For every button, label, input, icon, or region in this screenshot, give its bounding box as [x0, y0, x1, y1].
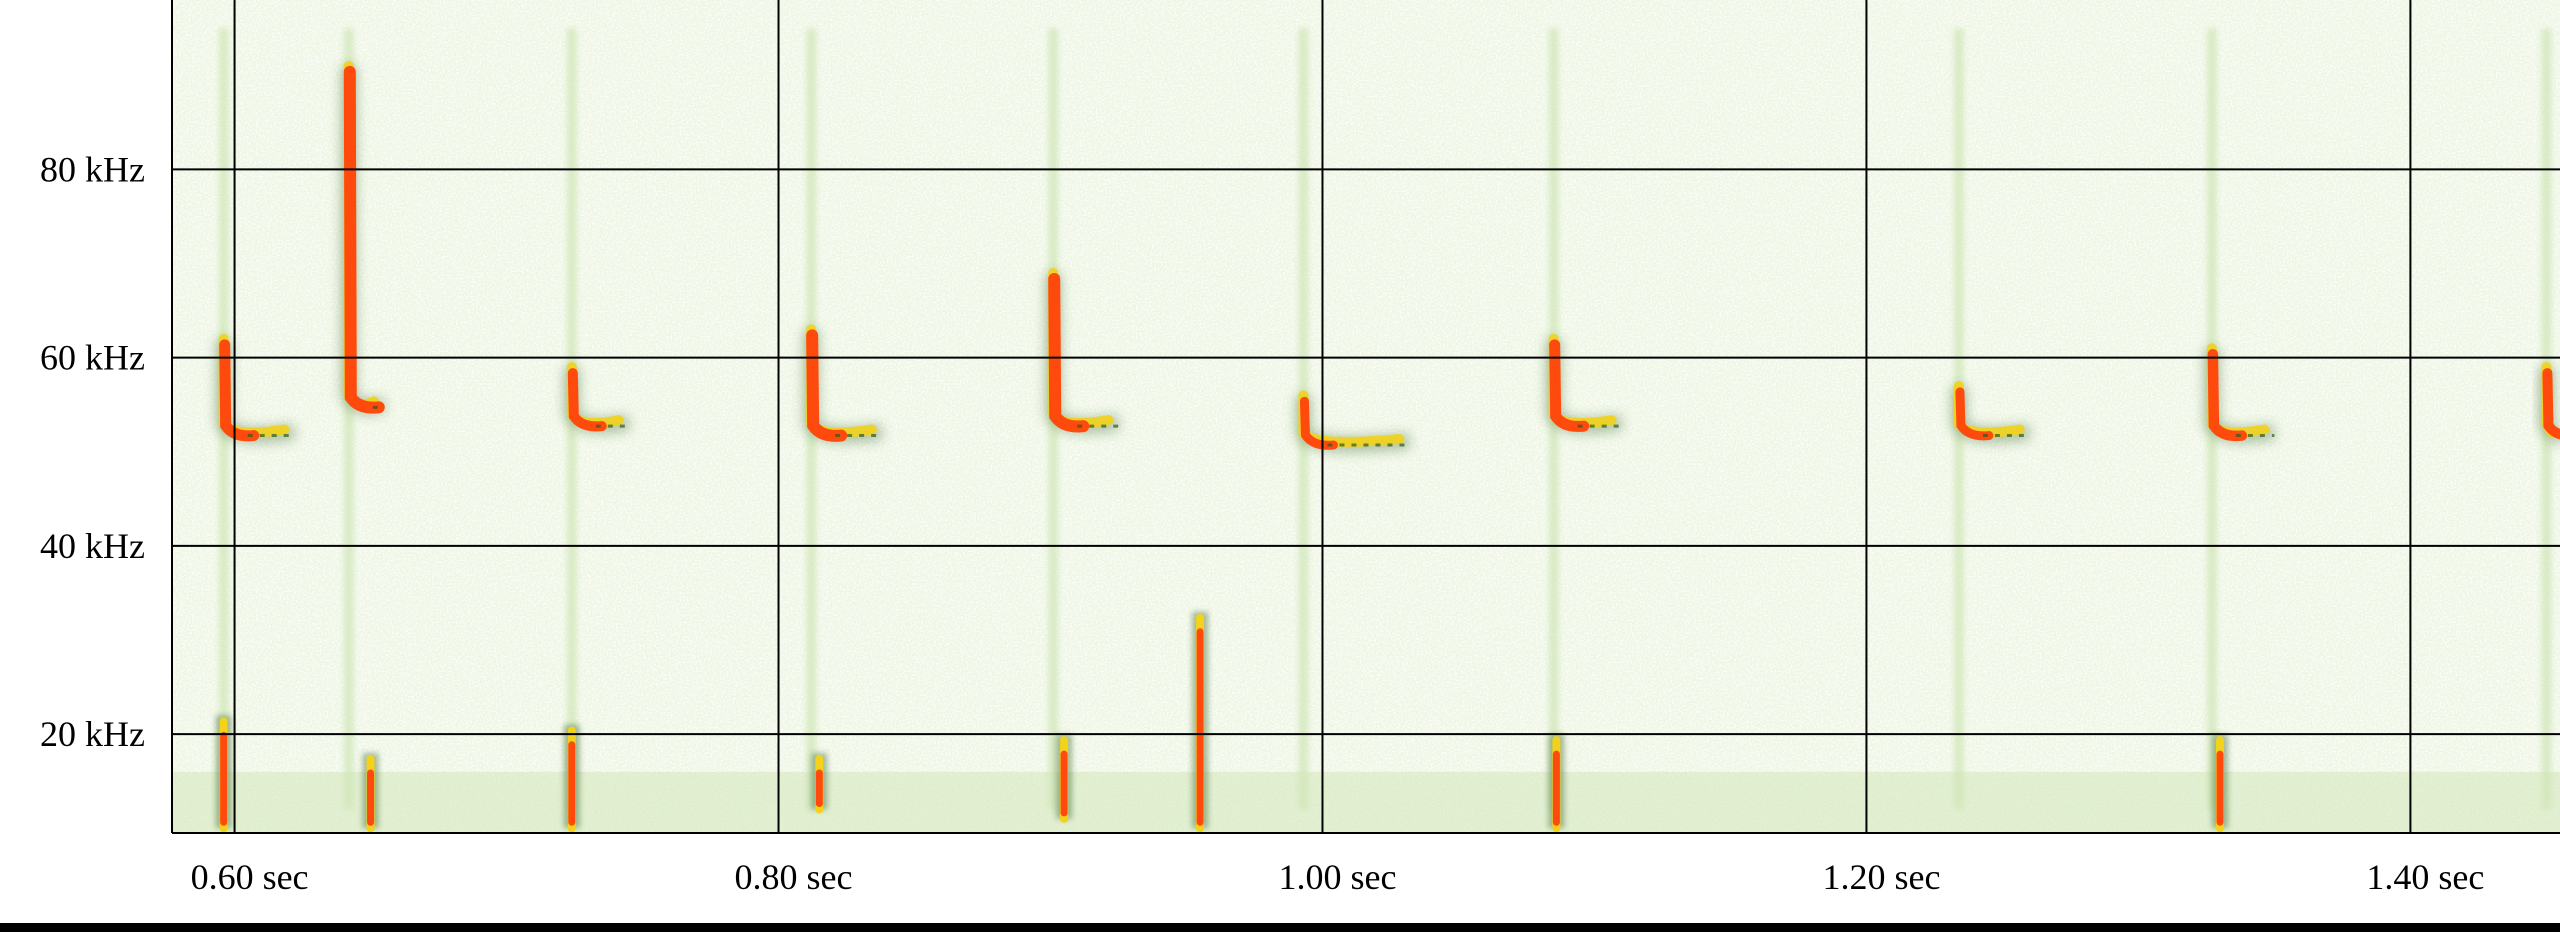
axes: 20 kHz 40 kHz 60 kHz 80 kHz 0.60 sec 0.80 sec… — [40, 0, 2560, 897]
call-7 — [1545, 28, 1624, 810]
x-tick-label: 0.80 sec — [735, 857, 853, 897]
x-tick-label: 1.00 sec — [1278, 857, 1396, 897]
low-event-4 — [811, 752, 828, 814]
low-event-3 — [563, 724, 580, 833]
noise-texture — [172, 0, 2560, 833]
low-event-2 — [362, 752, 379, 833]
x-tick-label: 0.60 sec — [191, 857, 309, 897]
call-3 — [563, 28, 631, 810]
low-event-8 — [2212, 734, 2229, 833]
y-tick-label: 80 kHz — [40, 149, 145, 189]
bottom-border-bar — [0, 923, 2560, 932]
call-core — [2542, 368, 2560, 440]
call-9 — [2203, 28, 2276, 810]
low-event-1 — [215, 715, 232, 833]
y-tick-label: 60 kHz — [40, 338, 145, 378]
call-5 — [1045, 28, 1120, 810]
call-6 — [1295, 28, 1411, 810]
low-event-6 — [1192, 611, 1209, 833]
x-tick-label: 1.20 sec — [1822, 857, 1940, 897]
y-tick-label: 20 kHz — [40, 714, 145, 754]
plot-background — [172, 0, 2560, 833]
call-10 — [2538, 28, 2560, 810]
call-streak — [343, 28, 354, 810]
low-event-5 — [1056, 734, 1073, 823]
plot-marks — [215, 28, 2560, 833]
grid-lines — [172, 0, 2560, 833]
call-4 — [803, 28, 884, 810]
call-2 — [340, 28, 388, 810]
low-event-7 — [1548, 734, 1565, 833]
low-band-floor — [172, 771, 2560, 833]
call-8 — [1950, 28, 2031, 810]
y-tick-label: 40 kHz — [40, 526, 145, 566]
x-tick-label: 1.40 sec — [2366, 857, 2484, 897]
